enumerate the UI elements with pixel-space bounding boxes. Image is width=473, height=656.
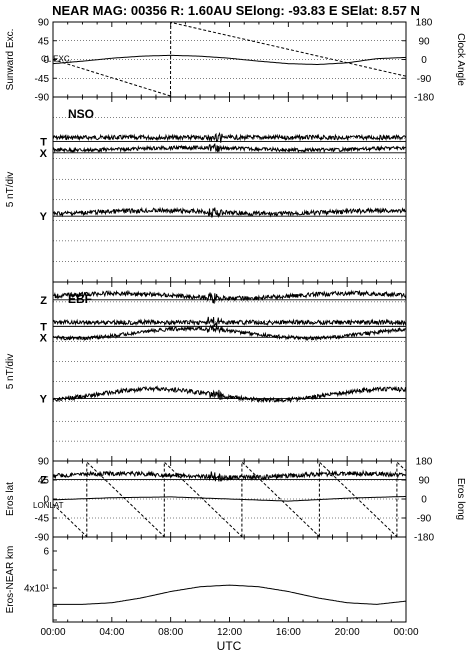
- inline-series-label: CL EXC.: [41, 55, 72, 64]
- eros-panel-ytick-label: -90: [35, 533, 50, 544]
- nso-panel-component-t: T: [40, 137, 47, 149]
- x-tick-label: 16:00: [276, 627, 301, 638]
- sunward-panel-ytick-label: 0: [43, 55, 49, 66]
- nso-panel-trace-z: [52, 289, 407, 304]
- eros-panel-ytick-label: 45: [38, 476, 50, 487]
- distance-panel-ytick-label: 6: [43, 547, 49, 558]
- distance-panel-ytick-label: 4x10¹: [24, 584, 50, 595]
- figure-title: NEAR MAG: 00356 R: 1.60AU SElong: -93.83…: [52, 3, 420, 18]
- eros-panel-ytick-label: 0: [43, 495, 49, 506]
- nso-panel-axis-label: 5 nT/div: [5, 172, 16, 208]
- x-tick-label: 08:00: [158, 627, 183, 638]
- distance-panel-frame: [52, 536, 407, 623]
- sunward-panel-ytick-label: -90: [35, 93, 50, 104]
- eros-long-axis-label: Eros long: [455, 478, 466, 520]
- x-tick-label: 04:00: [99, 627, 124, 638]
- eros-panel-ytick-right-label: 180: [416, 457, 433, 468]
- nso-panel-trace-t: [52, 131, 407, 143]
- sunward-axis-label: Sunward Exc.: [5, 29, 16, 91]
- plot-layer: 90 45 0 -45 -90 180 90 0 -90 -180 Sunward Exc. Cloc…: [5, 18, 466, 639]
- nso-panel-component-x: X: [40, 148, 48, 160]
- ebf-panel-component-z: Z: [40, 475, 47, 487]
- eros-panel-ytick-right-label: -180: [414, 533, 434, 544]
- ebf-panel-trace-z: [52, 469, 407, 482]
- nso-panel-title: NSO: [68, 107, 94, 121]
- sunward-panel-ytick-label: 45: [38, 36, 50, 47]
- nso-panel-component-y: Y: [40, 211, 48, 223]
- sunward-panel-ytick-right-label: 0: [421, 55, 427, 66]
- x-tick-label: 00:00: [40, 627, 65, 638]
- sunward-panel-ytick-right-label: 90: [418, 36, 430, 47]
- ebf-panel-component-t: T: [40, 321, 47, 333]
- clock-axis-label: Clock Angle: [455, 33, 466, 86]
- eros-panel-ytick-label: 90: [38, 457, 50, 468]
- sunward-panel-ytick-label: -45: [35, 74, 50, 85]
- eros-panel-ytick-right-label: 0: [421, 495, 427, 506]
- ebf-panel-trace-x: [52, 324, 407, 342]
- ebf-panel-axis-label: 5 nT/div: [5, 354, 16, 390]
- ebf-panel-title: EBF: [68, 292, 92, 306]
- ebf-panel-frame: [52, 281, 407, 462]
- nso-panel-trace-x: [52, 143, 407, 154]
- sunward-panel-ytick-right-label: -180: [414, 93, 434, 104]
- ebf-panel-trace-t: [52, 316, 407, 328]
- x-axis-label: UTC: [217, 639, 242, 653]
- distance-axis-label: Eros-NEAR km: [5, 546, 16, 614]
- sunward-excursion-line: [52, 54, 407, 65]
- x-tick-label: 12:00: [217, 627, 242, 638]
- clock-angle-line: [52, 21, 407, 97]
- ebf-panel-component-x: X: [40, 332, 48, 344]
- ebf-panel-trace-y: [52, 385, 407, 404]
- nso-panel-trace-y: [52, 206, 407, 219]
- inline-series-label: LONLAT: [33, 501, 64, 510]
- eros-panel-ytick-right-label: 90: [418, 476, 430, 487]
- eros-panel-ytick-right-label: -90: [417, 514, 432, 525]
- x-tick-label: 00:00: [393, 627, 418, 638]
- eros-latitude-line: [53, 496, 406, 502]
- nso-panel-frame: [52, 96, 407, 283]
- nso-panel-component-z: Z: [40, 295, 47, 307]
- eros-panel-ytick-label: -45: [35, 514, 50, 525]
- x-tick-label: 20:00: [335, 627, 360, 638]
- eros-lat-axis-label: Eros lat: [5, 482, 16, 516]
- sunward-panel-ytick-right-label: 180: [416, 18, 433, 29]
- ebf-panel-component-y: Y: [40, 394, 48, 406]
- sunward-panel-ytick-right-label: -90: [417, 74, 432, 85]
- sunward-panel-ytick-label: 90: [38, 18, 50, 29]
- distance-line: [53, 584, 407, 605]
